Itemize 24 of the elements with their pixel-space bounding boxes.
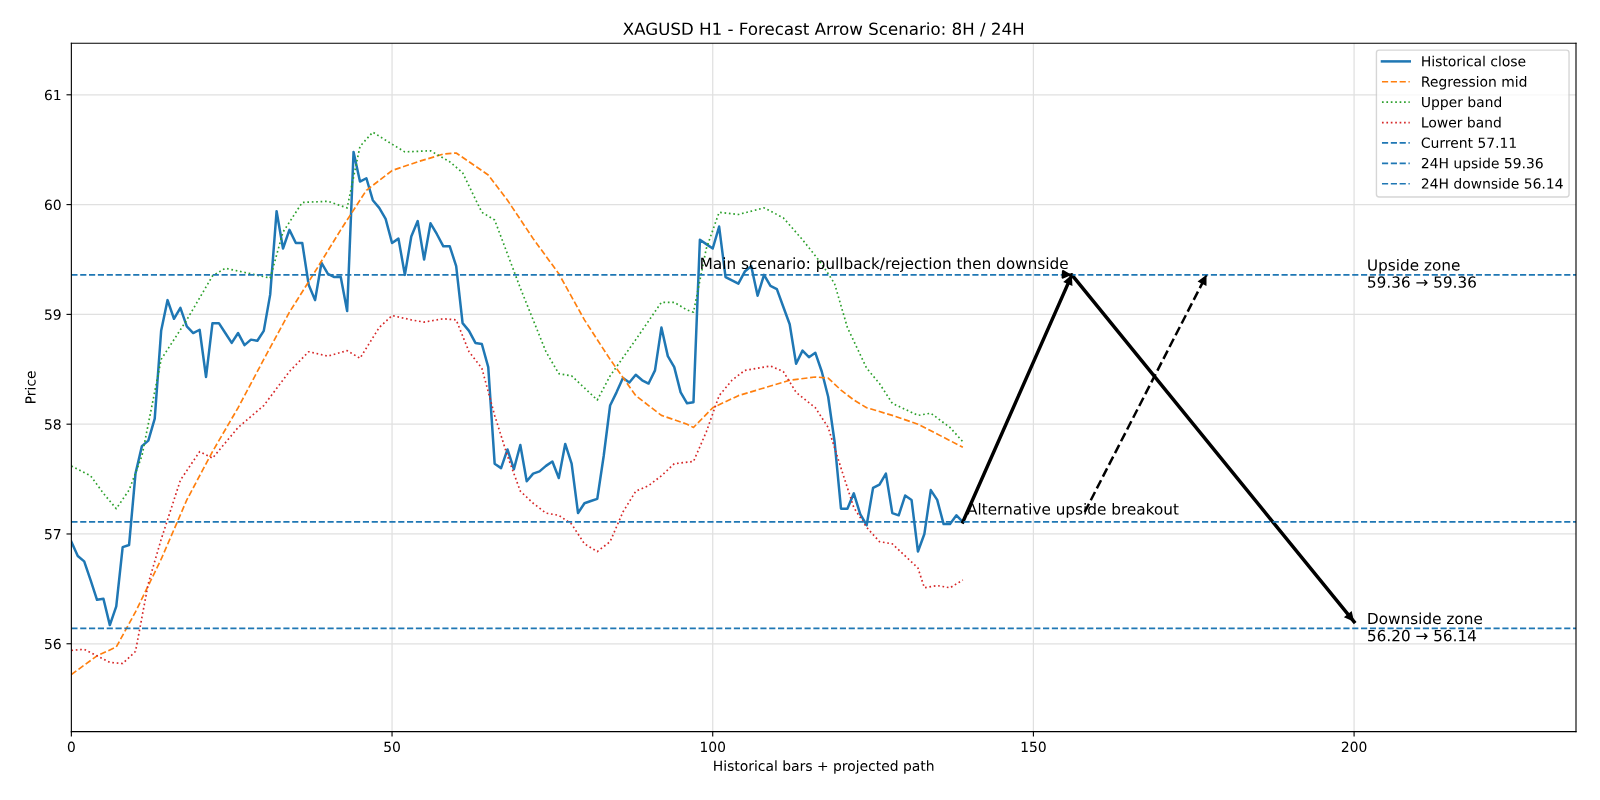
y-tick-label: 56 (45, 638, 61, 650)
legend-label: Lower band (1422, 116, 1501, 128)
x-axis-title: Historical bars + projected path (714, 760, 934, 774)
annotation: Downside zone 56.20 → 56.14 (1368, 612, 1482, 642)
chart-title: XAGUSD H1 - Forecast Arrow Scenario: 8H / 24H (623, 22, 1024, 37)
y-tick-label: 60 (44, 199, 61, 211)
x-tick-label: 50 (384, 741, 400, 753)
x-tick-label: 0 (67, 741, 75, 753)
y-axis-title: Price (24, 371, 36, 403)
x-tick-label: 200 (1341, 741, 1367, 753)
x-tick-label: 100 (700, 741, 726, 753)
y-tick-label: 59 (45, 309, 61, 320)
legend-label: 24H downside 56.14 (1421, 178, 1563, 189)
legend-label: Current 57.11 (1421, 137, 1516, 148)
y-tick-label: 61 (44, 89, 61, 101)
y-tick-label: 58 (45, 419, 61, 430)
line-series (71, 314, 964, 665)
legend-label: Regression mid (1422, 76, 1527, 90)
legend-label: Historical close (1422, 55, 1526, 67)
legend-label: Upper band (1422, 96, 1502, 110)
annotation: Upside zone 59.36 → 59.36 (1368, 258, 1476, 288)
legend-label: 24H upside 59.36 (1421, 157, 1543, 172)
x-tick-label: 150 (1021, 741, 1046, 753)
y-tick-label: 57 (45, 529, 61, 540)
